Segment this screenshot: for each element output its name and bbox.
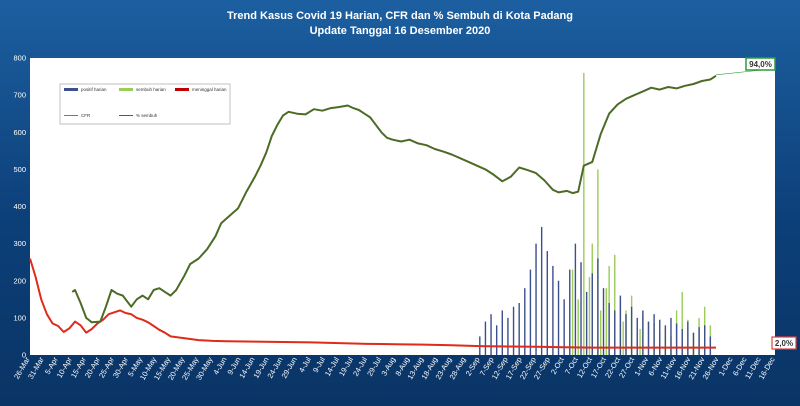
legend-swatch — [119, 88, 133, 91]
bar-positif-harian — [659, 319, 661, 355]
bar-positif-harian — [563, 299, 565, 355]
bar-sembuh-harian — [614, 254, 616, 355]
bar-positif-harian — [687, 321, 689, 355]
x-tick-label: 30-Apr — [111, 355, 130, 379]
bar-positif-harian — [552, 265, 554, 355]
bar-positif-harian — [529, 269, 532, 355]
bar-sembuh-harian — [681, 291, 683, 355]
bar-sembuh-harian — [571, 269, 574, 355]
y-tick-label: 0 — [22, 351, 26, 360]
y-tick-label: 300 — [13, 239, 26, 248]
bar-positif-harian — [557, 280, 560, 355]
bar-positif-harian — [597, 258, 599, 355]
bar-positif-harian — [501, 310, 504, 355]
bar-positif-harian — [647, 321, 650, 355]
bar-positif-harian — [574, 243, 577, 355]
bar-positif-harian — [630, 306, 633, 355]
bar-positif-harian — [495, 325, 498, 355]
bar-sembuh-harian — [599, 310, 602, 355]
bar-positif-harian — [602, 288, 605, 355]
bar-positif-harian — [608, 303, 610, 355]
callout-cfr-label: 2,0% — [775, 339, 793, 348]
y-tick-label: 400 — [13, 202, 26, 211]
bar-sembuh-harian — [577, 299, 579, 355]
bar-positif-harian — [681, 329, 683, 355]
bar-positif-harian — [507, 317, 509, 355]
bar-positif-harian — [535, 243, 537, 355]
legend-label: meninggal harian — [192, 87, 227, 92]
bar-positif-harian — [490, 314, 492, 355]
bar-sembuh-harian — [605, 288, 608, 355]
bar-positif-harian — [540, 226, 543, 355]
y-tick-label: 200 — [13, 276, 26, 285]
x-tick-label: 27-Oct — [617, 355, 637, 380]
callout-box-cfr — [771, 336, 797, 350]
bar-positif-harian — [484, 321, 487, 355]
bar-sembuh-harian — [622, 321, 624, 355]
bar-positif-harian — [518, 303, 520, 355]
legend-swatch — [64, 88, 78, 91]
bar-positif-harian — [512, 306, 515, 355]
bar-positif-harian — [675, 323, 678, 355]
bar-positif-harian — [653, 314, 655, 355]
y-tick-label: 700 — [13, 91, 26, 100]
legend-swatch — [175, 88, 189, 91]
y-tick-label: 500 — [13, 165, 26, 174]
legend-label: positif harian — [81, 87, 107, 92]
chart-title: Trend Kasus Covid 19 Harian, CFR dan % S… — [0, 9, 800, 39]
bar-positif-harian — [569, 269, 571, 355]
bar-positif-harian — [619, 295, 622, 355]
y-tick-label: 100 — [13, 313, 26, 322]
bar-positif-harian — [614, 310, 616, 355]
bar-positif-harian — [709, 336, 712, 355]
bar-positif-harian — [698, 327, 700, 355]
bar-sembuh-harian — [588, 277, 591, 355]
legend-box — [59, 83, 231, 125]
bar-positif-harian — [625, 314, 627, 355]
bar-positif-harian — [524, 288, 526, 355]
bar-positif-harian — [704, 325, 706, 355]
bar-sembuh-harian — [583, 72, 585, 355]
line--sembuh — [71, 74, 717, 324]
bar-positif-harian — [692, 332, 695, 355]
bar-positif-harian — [580, 262, 582, 355]
bar-positif-harian — [670, 317, 672, 355]
bar-positif-harian — [636, 317, 638, 355]
bar-positif-harian — [585, 291, 588, 355]
bar-positif-harian — [546, 251, 548, 355]
legend-label: sembuh harian — [136, 87, 166, 92]
title-line-2: Update Tanggal 16 Desember 2020 — [309, 25, 491, 37]
callout-leader-sembuh — [715, 69, 763, 76]
callout-sembuh-label: 94,0% — [749, 60, 772, 69]
bar-positif-harian — [664, 325, 667, 355]
bar-positif-harian — [642, 310, 644, 355]
bar-sembuh-harian — [639, 329, 641, 355]
bar-positif-harian — [591, 273, 593, 355]
line-CFR — [29, 258, 716, 349]
x-tick-label: 4-Jul — [297, 355, 313, 374]
y-tick-label: 600 — [13, 128, 26, 137]
legend-label: % sembuh — [136, 113, 158, 118]
y-tick-label: 800 — [13, 54, 26, 63]
title-line-1: Trend Kasus Covid 19 Harian, CFR dan % S… — [227, 10, 573, 22]
legend-label: CFR — [81, 113, 91, 118]
